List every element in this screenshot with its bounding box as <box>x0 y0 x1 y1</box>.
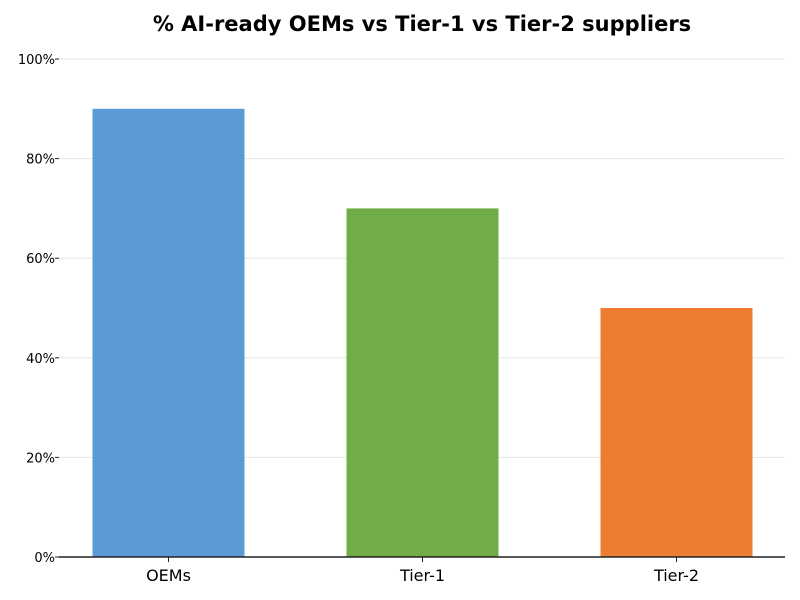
bar-oems <box>92 108 245 558</box>
y-tick-label: 40% <box>26 352 55 367</box>
bar-tier-1 <box>346 208 499 557</box>
x-tick-label: OEMs <box>146 566 191 585</box>
chart-title: % AI-ready OEMs vs Tier-1 vs Tier-2 supp… <box>153 12 691 36</box>
y-tick-label: 60% <box>26 252 55 267</box>
y-tick-label: 20% <box>26 451 55 466</box>
y-tick-label: 80% <box>26 153 55 168</box>
y-tick-label: 0% <box>34 551 55 566</box>
x-tick-label: Tier-2 <box>653 566 699 585</box>
y-tick-label: 100% <box>18 53 55 68</box>
x-tick-label: Tier-1 <box>399 566 445 585</box>
bar-tier-2 <box>600 308 753 557</box>
